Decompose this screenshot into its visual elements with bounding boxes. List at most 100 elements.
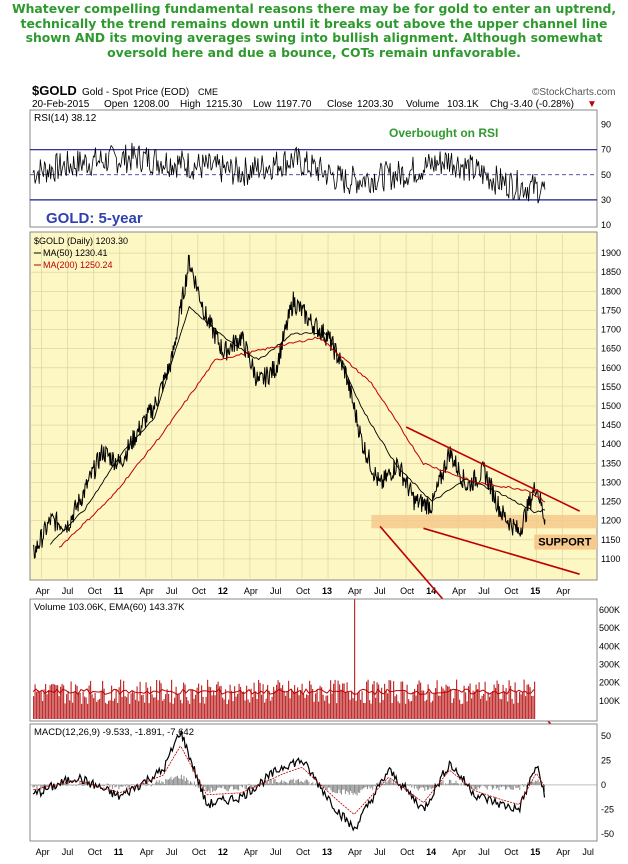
macd-panel: 50 25 0 -25 -50 MACD(12,26,9) -9.533, -1.891… [29, 723, 614, 857]
volume-bar [66, 694, 68, 719]
volume-bar [448, 686, 450, 719]
low-label: Low [253, 99, 272, 110]
symbol-label: $GOLD [32, 83, 77, 98]
volume-bar [499, 698, 501, 719]
price-x-tick-label: Oct [400, 586, 415, 596]
volume-bar [387, 693, 389, 719]
volume-bar [247, 699, 249, 719]
volume-bar [175, 686, 177, 719]
macd-x-tick-label: Apr [36, 847, 50, 857]
rsi-axis: 90 70 50 30 10 [601, 120, 611, 230]
volume-bar [37, 690, 39, 719]
price-x-tick-label: Oct [88, 586, 103, 596]
price-x-tick-label: Apr [452, 586, 466, 596]
volume-bar [339, 684, 341, 719]
volume-bar [393, 681, 395, 719]
volume-bar [220, 685, 222, 719]
volume-bar [468, 686, 470, 719]
volume-bar [169, 702, 171, 719]
price-x-tick-label: Apr [140, 586, 154, 596]
price-x-tick-label: Oct [192, 586, 207, 596]
volume-bar [316, 689, 318, 719]
volume-bar [192, 689, 194, 719]
volume-bar [486, 700, 488, 719]
volume-bar [300, 690, 302, 719]
volume-bar [84, 696, 86, 719]
volume-bar [315, 693, 317, 719]
volume-bar [153, 697, 155, 719]
volume-bar [307, 695, 309, 719]
rsi-series-line [32, 142, 546, 204]
volume-bar [364, 702, 366, 719]
volume-bar [67, 690, 69, 719]
volume-bar [516, 691, 518, 719]
volume-bar [331, 693, 333, 719]
volume-bars [33, 599, 536, 719]
volume-bar [513, 703, 515, 719]
volume-bar [277, 680, 279, 719]
volume-bar [466, 701, 468, 719]
price-x-tick-label: Apr [244, 586, 258, 596]
volume-bar [493, 684, 495, 719]
volume-bar [289, 698, 291, 719]
volume-bar [388, 680, 390, 719]
volume-bar [505, 688, 507, 719]
volume-bar [121, 696, 123, 719]
volume-bar [154, 697, 156, 719]
volume-bar [286, 691, 288, 719]
volume-bar [310, 684, 312, 719]
volume-bar [261, 694, 263, 719]
volume-bar [402, 681, 404, 719]
rsi-panel-bg [29, 109, 598, 228]
volume-bar [105, 702, 107, 719]
volume-bar [237, 693, 239, 719]
volume-bar [475, 684, 477, 719]
volume-tick-label: 500K [599, 623, 620, 633]
volume-bar [441, 686, 443, 719]
volume-bar [246, 685, 248, 719]
volume-bar [423, 690, 425, 719]
gold-price-series [32, 254, 546, 559]
volume-bar [306, 694, 308, 719]
volume-bar [384, 683, 386, 719]
volume-bar [120, 679, 122, 719]
volume-bar [43, 689, 45, 719]
volume-bar [319, 685, 321, 719]
volume-bar [489, 696, 491, 719]
volume-bar [525, 696, 527, 719]
volume-bar [240, 686, 242, 719]
volume-bar [502, 684, 504, 719]
volume-bar [265, 698, 267, 719]
chg-down-arrow: ▼ [587, 99, 597, 110]
price-x-tick-label: Jul [270, 586, 282, 596]
volume-bar [156, 679, 158, 719]
price-tick-label: 1650 [601, 344, 621, 354]
volume-bar [97, 700, 99, 719]
volume-bar [33, 696, 35, 719]
volume-bar [213, 690, 215, 719]
volume-bar [36, 691, 38, 719]
volume-bar [400, 681, 402, 719]
macd-x-tick-label: Oct [400, 847, 415, 857]
price-tick-label: 1450 [601, 420, 621, 430]
macd-histogram [32, 774, 546, 796]
volume-bar [94, 692, 96, 719]
volume-bar [303, 693, 305, 719]
volume-bar [333, 683, 335, 719]
volume-tick-label: 100K [599, 696, 620, 706]
volume-bar [207, 679, 209, 719]
volume-bar [223, 699, 225, 719]
volume-bar [49, 685, 51, 719]
volume-bar [48, 689, 50, 719]
volume-bar [481, 695, 483, 719]
volume-bar [253, 682, 255, 719]
volume-bar [171, 679, 173, 719]
volume-bar [274, 690, 276, 719]
volume-bar [61, 683, 63, 719]
volume-bar [348, 691, 350, 719]
macd-legend: MACD(12,26,9) -9.533, -1.891, -7.642 [34, 727, 194, 738]
volume-bar [510, 685, 512, 719]
macd-x-tick-label: Oct [192, 847, 207, 857]
volume-bar [484, 681, 486, 719]
price-x-tick-label: 14 [426, 586, 436, 596]
